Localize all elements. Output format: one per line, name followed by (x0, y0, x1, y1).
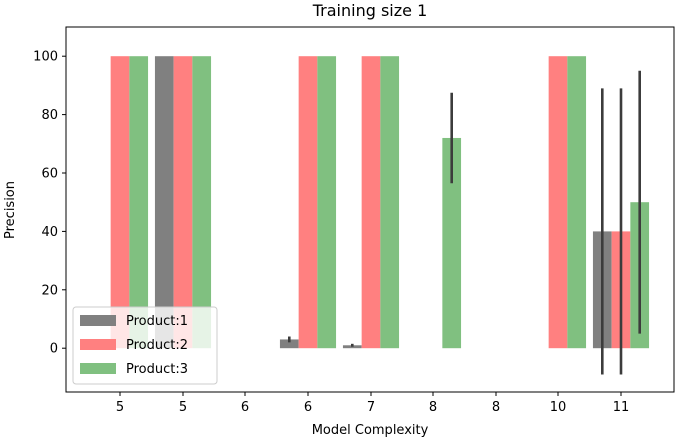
y-axis: 0 20 40 60 80 100 (33, 50, 66, 357)
bar (548, 56, 568, 349)
x-tick-label: 8 (429, 400, 437, 415)
x-tick-label: 6 (304, 400, 312, 415)
legend-swatch (80, 339, 116, 350)
y-tick-label: 40 (41, 225, 58, 240)
legend-swatch (80, 315, 116, 326)
y-tick-label: 60 (41, 167, 58, 182)
x-axis-title: Model Complexity (312, 423, 429, 438)
x-tick-label: 8 (492, 400, 500, 415)
y-tick-label: 20 (41, 283, 58, 298)
y-tick-label: 0 (50, 342, 58, 357)
bar (154, 56, 174, 349)
bar (110, 56, 130, 349)
bar (442, 137, 462, 349)
x-tick-label: 10 (550, 400, 567, 415)
error-bars-layer (287, 70, 642, 375)
x-tick-label: 11 (613, 400, 630, 415)
chart-title: Training size 1 (312, 1, 428, 20)
y-tick-label: 80 (41, 108, 58, 123)
x-tick-label: 5 (116, 400, 124, 415)
legend-swatch (80, 363, 116, 374)
plot-frame (65, 26, 675, 393)
bar (298, 56, 318, 349)
bar (317, 56, 337, 349)
bar (380, 56, 400, 349)
x-tick-label: 6 (241, 400, 249, 415)
x-tick-label: 5 (179, 400, 187, 415)
y-axis-title: Precision (3, 181, 18, 239)
bars-layer (110, 56, 650, 349)
bar (129, 56, 149, 349)
bar (173, 56, 193, 349)
x-tick-label: 7 (367, 400, 375, 415)
x-axis: 5 5 6 6 7 8 8 10 11 (116, 392, 629, 415)
bar (567, 56, 587, 349)
legend-label: Product:2 (126, 338, 188, 353)
y-tick-label: 100 (33, 50, 58, 65)
bar (279, 339, 299, 349)
bar (361, 56, 381, 349)
legend-label: Product:3 (126, 362, 188, 377)
bar (192, 56, 212, 349)
legend: Product:1 Product:2 Product:3 (72, 306, 218, 385)
legend-label: Product:1 (126, 314, 188, 329)
